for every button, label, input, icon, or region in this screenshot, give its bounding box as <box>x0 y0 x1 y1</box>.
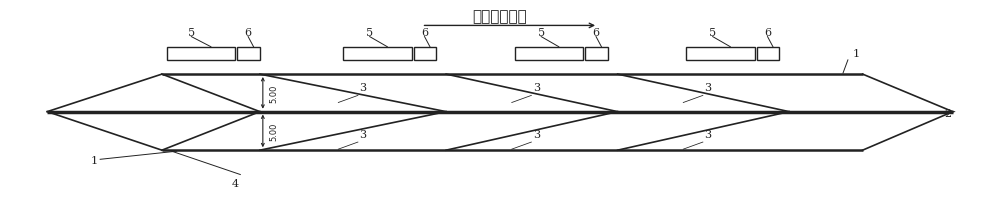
Bar <box>167 47 235 61</box>
Text: 3: 3 <box>704 129 711 139</box>
Text: 5: 5 <box>709 27 716 37</box>
Text: 5: 5 <box>538 27 545 37</box>
Bar <box>414 47 436 61</box>
Text: 3: 3 <box>533 83 540 93</box>
Text: 6: 6 <box>245 27 252 37</box>
Text: 6: 6 <box>421 27 428 37</box>
Text: 6: 6 <box>592 27 600 37</box>
Text: 1: 1 <box>90 156 97 166</box>
Text: 3: 3 <box>533 129 540 139</box>
Text: 列车运行方向: 列车运行方向 <box>473 9 527 24</box>
Bar <box>585 47 608 61</box>
Bar <box>343 47 412 61</box>
Bar <box>757 47 779 61</box>
Text: 1: 1 <box>853 49 860 59</box>
Text: 5.00: 5.00 <box>270 122 279 140</box>
Text: 2: 2 <box>944 109 951 118</box>
Text: 3: 3 <box>359 83 366 93</box>
Text: 3: 3 <box>704 83 711 93</box>
Bar <box>237 47 260 61</box>
Text: 6: 6 <box>764 27 771 37</box>
Text: 3: 3 <box>359 129 366 139</box>
Text: 4: 4 <box>232 178 239 188</box>
Bar <box>515 47 583 61</box>
Text: 5: 5 <box>366 27 373 37</box>
Text: 5.00: 5.00 <box>270 84 279 103</box>
Text: 5: 5 <box>188 27 195 37</box>
Bar <box>686 47 755 61</box>
